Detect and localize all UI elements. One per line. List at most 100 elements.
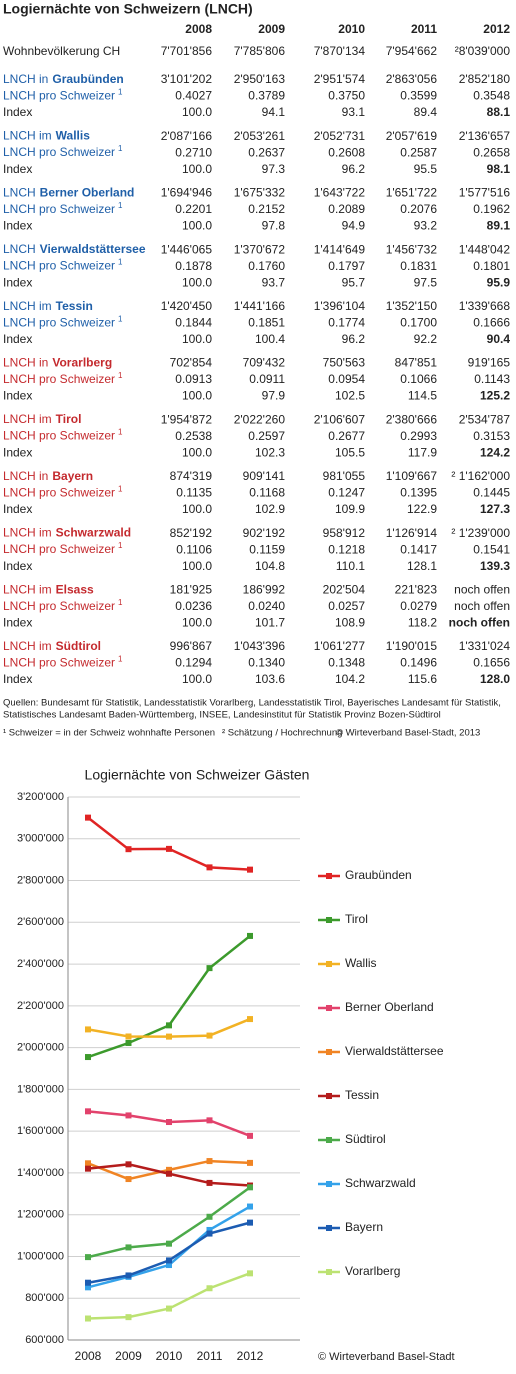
- cell: ² 1'162'000: [451, 469, 510, 483]
- sources: Statistisches Landesamt Baden-Württember…: [3, 710, 441, 721]
- data-point: [125, 1244, 132, 1251]
- row-label-text: LNCH pro Schweizer: [3, 429, 115, 443]
- cell: 0.3548: [473, 89, 510, 103]
- data-point: [206, 1226, 213, 1233]
- column-header: 2012: [483, 22, 510, 36]
- cell: noch offen: [454, 582, 510, 596]
- cell: 702'854: [170, 356, 213, 370]
- row-label: Index: [3, 389, 32, 403]
- cell: 847'851: [395, 356, 438, 370]
- footnote-mark: 1: [118, 144, 123, 153]
- cell: 1'331'024: [459, 639, 511, 653]
- region-name: Bayern: [52, 469, 93, 483]
- y-tick-label: 600'000: [25, 1334, 64, 1346]
- cell: 0.1541: [473, 542, 510, 556]
- cell: 117.9: [408, 445, 437, 459]
- cell: 100.0: [182, 219, 212, 233]
- cell: 3'101'202: [161, 72, 213, 86]
- row-label: Index: [3, 332, 32, 346]
- footnote-mark: 1: [118, 371, 123, 380]
- data-point: [85, 1026, 91, 1033]
- region-name: Tirol: [56, 412, 82, 426]
- cell: 2'136'657: [459, 129, 511, 143]
- cell: 996'867: [170, 639, 213, 653]
- legend-label: Berner Oberland: [345, 1000, 434, 1014]
- legend-marker: [326, 1181, 332, 1187]
- cell: 0.2608: [328, 145, 365, 159]
- cell: 109.9: [335, 502, 365, 516]
- legend-label: Schwarzwald: [345, 1176, 416, 1190]
- region-prefix: LNCH in: [3, 356, 48, 370]
- cell: 100.0: [182, 275, 212, 289]
- cell: 95.5: [414, 162, 438, 176]
- row-label: LNCH pro Schweizer 1: [3, 371, 123, 386]
- column-header: 2011: [411, 22, 437, 36]
- cell: 0.1445: [473, 486, 510, 500]
- region-label: LNCH im Südtirol: [3, 639, 101, 653]
- row-label: Index: [3, 559, 32, 573]
- cell: 0.2658: [473, 145, 510, 159]
- cell: 0.1218: [328, 542, 365, 556]
- legend-marker: [326, 1137, 332, 1143]
- cell: 127.3: [480, 502, 510, 516]
- y-tick-label: 1'600'000: [17, 1125, 64, 1137]
- data-point: [166, 1240, 172, 1247]
- cell: 100.0: [182, 445, 212, 459]
- cell: 902'192: [243, 526, 286, 540]
- data-point: [247, 1132, 253, 1139]
- cell: 0.1340: [248, 656, 285, 670]
- row-label: LNCH pro Schweizer 1: [3, 314, 123, 329]
- cell: 0.0240: [248, 599, 285, 613]
- y-tick-label: 3'200'000: [17, 791, 64, 803]
- data-point: [125, 1314, 132, 1321]
- cell: 1'339'668: [459, 299, 511, 313]
- cell: 100.0: [182, 389, 212, 403]
- row-label: Wohnbevölkerung CH: [3, 44, 120, 58]
- cell: 93.2: [414, 219, 438, 233]
- chart-title: Logiernächte von Schweizer Gästen: [85, 767, 310, 783]
- cell: 181'925: [170, 582, 213, 596]
- region-label: LNCH in Bayern: [3, 469, 93, 483]
- data-point: [125, 846, 132, 853]
- cell: noch offen: [454, 599, 510, 613]
- footnote-mark: 1: [118, 88, 123, 97]
- row-label: LNCH pro Schweizer 1: [3, 88, 123, 103]
- cell: 94.1: [262, 105, 286, 119]
- cell: 125.2: [480, 389, 510, 403]
- cell: 97.5: [414, 275, 438, 289]
- data-point: [247, 1159, 253, 1166]
- data-point: [206, 1117, 213, 1124]
- cell: 0.2993: [400, 429, 437, 443]
- cell: 108.9: [335, 615, 365, 629]
- data-point: [125, 1033, 132, 1040]
- cell: 0.2587: [400, 145, 437, 159]
- region-prefix: LNCH im: [3, 299, 52, 313]
- row-label: Index: [3, 162, 32, 176]
- y-tick-label: 800'000: [25, 1292, 64, 1304]
- column-header: 2008: [185, 22, 212, 36]
- row-label-text: LNCH pro Schweizer: [3, 656, 115, 670]
- row-label: Index: [3, 275, 32, 289]
- region-prefix: LNCH: [3, 186, 36, 200]
- legend-marker: [326, 873, 332, 879]
- region-label: LNCH im Wallis: [3, 129, 90, 143]
- cell: 221'823: [395, 582, 438, 596]
- cell: 0.1496: [400, 656, 437, 670]
- cell: ² 1'239'000: [451, 526, 510, 540]
- row-label: LNCH pro Schweizer 1: [3, 201, 123, 216]
- cell: 0.1294: [175, 656, 212, 670]
- data-point: [206, 1158, 213, 1165]
- cell: 0.0913: [175, 372, 212, 386]
- cell: 88.1: [487, 105, 511, 119]
- cell: 96.2: [342, 332, 366, 346]
- cell: 118.2: [408, 615, 437, 629]
- cell: 1'694'946: [161, 186, 213, 200]
- cell: 1'577'516: [459, 186, 511, 200]
- cell: 93.1: [342, 105, 366, 119]
- row-label-text: LNCH pro Schweizer: [3, 315, 115, 329]
- legend-marker: [326, 1225, 332, 1231]
- cell: 202'504: [323, 582, 366, 596]
- data-point: [85, 1165, 91, 1172]
- cell: 709'432: [243, 356, 286, 370]
